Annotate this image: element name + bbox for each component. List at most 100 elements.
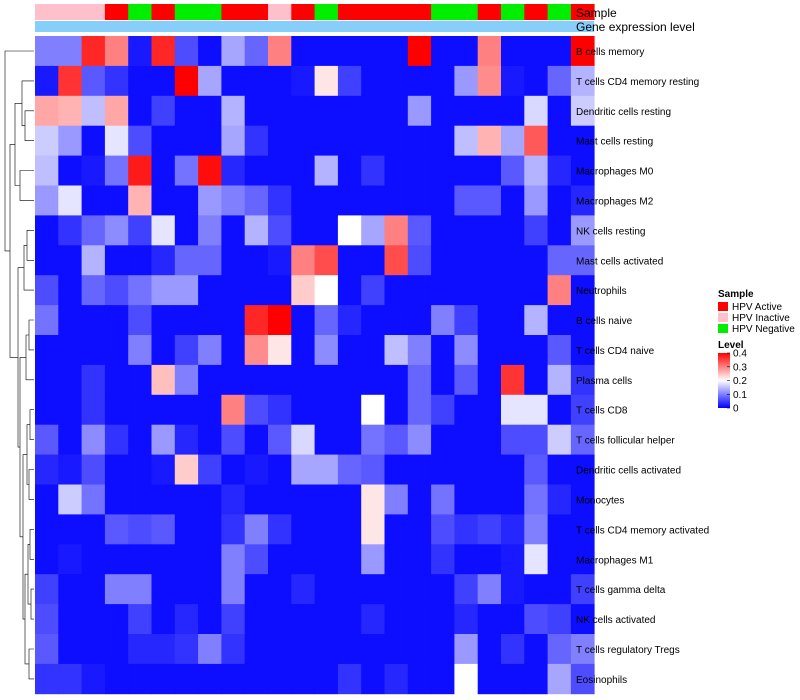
annotation-title-sample: Sample	[576, 6, 617, 20]
heatmap-cell	[501, 544, 525, 575]
heatmap-cell	[477, 424, 502, 455]
heatmap-cell	[291, 275, 315, 306]
heatmap-cell	[268, 484, 292, 515]
heatmap-cell	[361, 215, 385, 246]
heatmap-cell	[501, 574, 525, 605]
heatmap-cell	[221, 394, 246, 426]
heatmap-cell	[174, 364, 199, 396]
heatmap-cell	[58, 215, 82, 246]
heatmap-cell	[547, 215, 572, 246]
heatmap-cell	[314, 125, 339, 156]
heatmap-cell	[547, 36, 572, 67]
heatmap-cell	[81, 245, 106, 276]
heatmap-cell	[268, 574, 292, 605]
heatmap-cell	[198, 574, 222, 605]
heatmap-cell	[477, 65, 502, 97]
heatmap-cell	[337, 484, 362, 515]
heatmap-cell	[454, 454, 479, 485]
row-labels: B cells memory T cells CD4 memory resting…	[576, 47, 709, 686]
heatmap-cell	[128, 424, 152, 455]
heatmap-cell	[58, 155, 82, 186]
heatmap-cell	[547, 454, 572, 485]
heatmap-cell	[81, 305, 106, 336]
heatmap-cell	[35, 454, 59, 485]
heatmap-cell	[570, 544, 595, 575]
heatmap-cell	[384, 65, 409, 97]
heatmap-cell	[35, 95, 59, 127]
heatmap-cell	[454, 215, 479, 246]
heatmap-cell	[104, 604, 129, 635]
heatmap-cell	[314, 95, 339, 127]
heatmap-cell	[524, 484, 548, 515]
heatmap-cell	[477, 604, 502, 635]
heatmap-cell	[174, 305, 199, 336]
heatmap-cell	[35, 65, 59, 97]
heatmap-cell	[221, 335, 246, 366]
dendrogram-branch	[14, 103, 22, 186]
heatmap-cell	[35, 394, 59, 426]
heatmap-cell	[128, 394, 152, 426]
heatmap-cell	[501, 394, 525, 426]
heatmap-cell	[128, 36, 152, 67]
heatmap-cell	[81, 484, 106, 515]
heatmap-cell	[524, 275, 548, 306]
heatmap-cell	[151, 634, 176, 665]
heatmap-cell	[384, 663, 409, 695]
heatmap-cell	[244, 634, 269, 665]
heatmap-cell	[384, 215, 409, 246]
heatmap-cell	[198, 604, 222, 635]
heatmap-cell	[477, 335, 502, 366]
heatmap-cell	[407, 364, 432, 396]
heatmap-cell	[524, 125, 548, 156]
heatmap-cell	[570, 215, 595, 246]
heatmap-cell	[407, 544, 432, 575]
heatmap-cell	[174, 514, 199, 545]
heatmap-cell	[337, 364, 362, 396]
heatmap-cell	[104, 95, 129, 127]
heatmap-cell	[524, 155, 548, 186]
heatmap-cell	[454, 394, 479, 426]
sample-annotation-cell	[81, 4, 106, 20]
heatmap-cell	[104, 155, 129, 186]
heatmap-cell	[454, 305, 479, 336]
heatmap-cell	[314, 574, 339, 605]
heatmap-cell	[128, 125, 152, 156]
heatmap-cell	[570, 634, 595, 665]
heatmap-cell	[58, 663, 82, 695]
row-label: Eosinophils	[576, 675, 627, 686]
heatmap-cell	[547, 634, 572, 665]
heatmap-cell	[337, 424, 362, 455]
heatmap-cell	[151, 663, 176, 695]
heatmap-cell	[547, 155, 572, 186]
heatmap-cell	[337, 305, 362, 336]
heatmap-cell	[198, 245, 222, 276]
heatmap-cell	[361, 364, 385, 396]
heatmap-cell	[104, 663, 129, 695]
legend-sample-title: Sample	[718, 289, 754, 300]
heatmap-cell	[128, 364, 152, 396]
heatmap-cell	[128, 185, 152, 216]
dendrogram-branch	[26, 424, 30, 485]
heatmap-cell	[454, 245, 479, 276]
annotation-titles: Sample Gene expression level	[576, 6, 695, 34]
heatmap-cell	[174, 275, 199, 306]
row-label: Macrophages M1	[576, 555, 654, 566]
heatmap-cell	[291, 484, 315, 515]
heatmap-cell	[361, 185, 385, 216]
heatmap-cell	[501, 484, 525, 515]
heatmap-cell	[431, 514, 455, 545]
heatmap-cell	[151, 36, 176, 67]
heatmap-cell	[431, 185, 455, 216]
heatmap-cell	[524, 245, 548, 276]
heatmap-cell	[454, 544, 479, 575]
heatmap-cell	[221, 663, 246, 695]
heatmap-cell	[314, 424, 339, 455]
heatmap-cell	[454, 275, 479, 306]
heatmap-cell	[361, 634, 385, 665]
heatmap-cell	[81, 544, 106, 575]
heatmap-cell	[407, 215, 432, 246]
heatmap-cell	[547, 604, 572, 635]
heatmap-cell	[291, 454, 315, 485]
heatmap-cell	[104, 484, 129, 515]
legend-sample-label: HPV Active	[732, 302, 782, 313]
